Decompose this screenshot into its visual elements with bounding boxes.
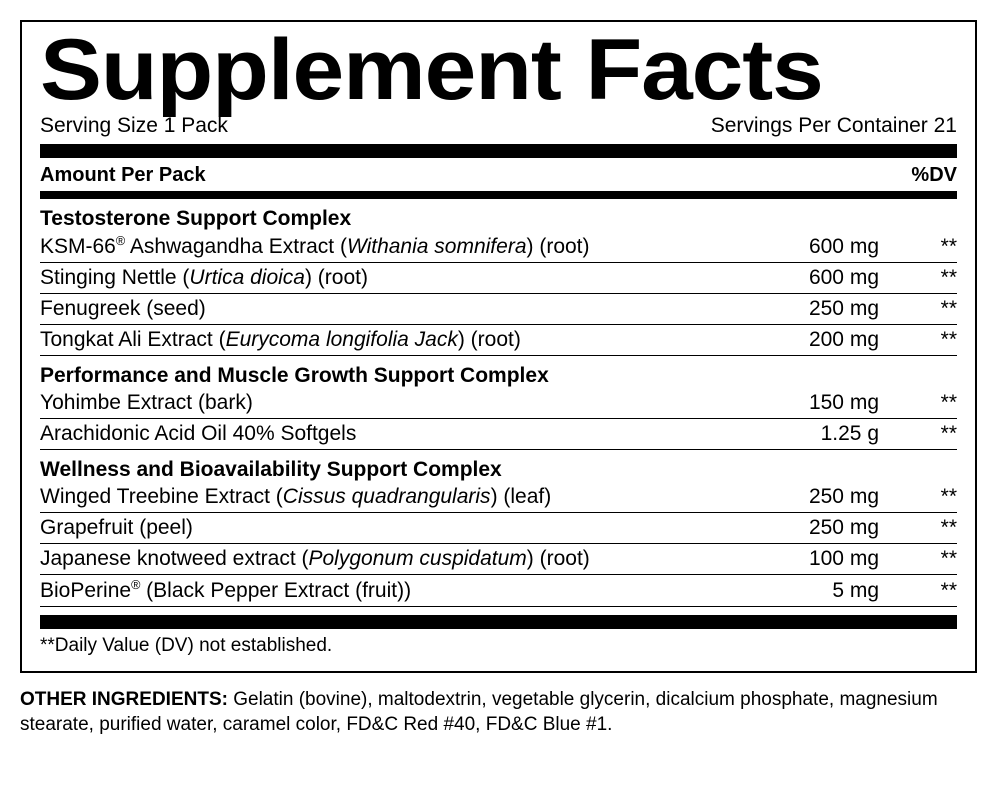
panel-title: Supplement Facts — [40, 30, 997, 112]
ingredient-dv: ** — [887, 547, 957, 571]
ingredient-name: Yohimbe Extract (bark) — [40, 391, 747, 415]
ingredient-dv: ** — [887, 297, 957, 321]
ingredient-pre: Yohimbe Extract (bark) — [40, 391, 253, 414]
ingredient-dv: ** — [887, 422, 957, 446]
ingredient-dv: ** — [887, 266, 957, 290]
other-ingredients-label: OTHER INGREDIENTS: — [20, 689, 233, 710]
ingredient-amount: 600 mg — [747, 235, 887, 259]
ingredient-pre: Winged Treebine Extract ( — [40, 485, 283, 508]
ingredient-dv: ** — [887, 579, 957, 603]
ingredient-ital: Cissus quadrangularis — [283, 485, 491, 508]
ingredient-name: Stinging Nettle (Urtica dioica) (root) — [40, 266, 747, 290]
ingredient-amount: 250 mg — [747, 297, 887, 321]
ingredient-post: ) (root) — [527, 547, 590, 570]
ingredient-pre: Arachidonic Acid Oil 40% Softgels — [40, 422, 356, 445]
ingredient-row: Stinging Nettle (Urtica dioica) (root) 6… — [40, 263, 957, 294]
ingredient-row: Japanese knotweed extract (Polygonum cus… — [40, 544, 957, 575]
ingredient-amount: 1.25 g — [747, 422, 887, 446]
section-title: Testosterone Support Complex — [40, 207, 957, 231]
dv-header: %DV — [911, 164, 957, 187]
ingredient-amount: 5 mg — [747, 579, 887, 603]
ingredient-pre: BioPerine — [40, 579, 131, 602]
amount-header: Amount Per Pack — [40, 164, 206, 187]
ingredient-name: Japanese knotweed extract (Polygonum cus… — [40, 547, 747, 571]
ingredient-pre: Fenugreek (seed) — [40, 297, 206, 320]
ingredient-ital: Eurycoma longifolia Jack — [226, 328, 458, 351]
ingredient-amount: 150 mg — [747, 391, 887, 415]
ingredient-pre: Stinging Nettle ( — [40, 266, 189, 289]
section-title: Wellness and Bioavailability Support Com… — [40, 458, 957, 482]
ingredient-dv: ** — [887, 328, 957, 352]
ingredient-row: BioPerine® (Black Pepper Extract (fruit)… — [40, 575, 957, 607]
ingredient-dv: ** — [887, 485, 957, 509]
ingredient-mid: Ashwagandha Extract ( — [125, 235, 347, 258]
ingredient-sup: ® — [116, 234, 125, 248]
ingredient-row: Fenugreek (seed) 250 mg ** — [40, 294, 957, 325]
ingredient-pre: Japanese knotweed extract ( — [40, 547, 309, 570]
ingredient-name: BioPerine® (Black Pepper Extract (fruit)… — [40, 578, 747, 603]
ingredient-row: Grapefruit (peel) 250 mg ** — [40, 513, 957, 544]
ingredient-pre: KSM-66 — [40, 235, 116, 258]
ingredient-name: Tongkat Ali Extract (Eurycoma longifolia… — [40, 328, 747, 352]
ingredient-name: Arachidonic Acid Oil 40% Softgels — [40, 422, 747, 446]
ingredient-row: Tongkat Ali Extract (Eurycoma longifolia… — [40, 325, 957, 356]
ingredient-name: Fenugreek (seed) — [40, 297, 747, 321]
ingredient-amount: 200 mg — [747, 328, 887, 352]
ingredient-name: Grapefruit (peel) — [40, 516, 747, 540]
ingredient-amount: 100 mg — [747, 547, 887, 571]
ingredient-amount: 250 mg — [747, 485, 887, 509]
column-headers: Amount Per Pack %DV — [40, 164, 957, 187]
rule-thick-bottom — [40, 615, 957, 629]
ingredient-pre: Grapefruit (peel) — [40, 516, 193, 539]
ingredient-row: KSM-66® Ashwagandha Extract (Withania so… — [40, 231, 957, 263]
ingredient-pre: Tongkat Ali Extract ( — [40, 328, 226, 351]
ingredient-dv: ** — [887, 516, 957, 540]
ingredient-ital: Urtica dioica — [189, 266, 305, 289]
ingredient-dv: ** — [887, 235, 957, 259]
ingredient-post: ) (root) — [458, 328, 521, 351]
ingredient-sup: ® — [131, 578, 140, 592]
ingredient-row: Winged Treebine Extract (Cissus quadrang… — [40, 482, 957, 513]
supplement-facts-panel: Supplement Facts Serving Size 1 Pack Ser… — [20, 20, 977, 673]
ingredient-row: Arachidonic Acid Oil 40% Softgels 1.25 g… — [40, 419, 957, 450]
ingredient-mid: (Black Pepper Extract (fruit)) — [140, 579, 411, 602]
rule-med — [40, 191, 957, 199]
ingredient-post: ) (leaf) — [491, 485, 552, 508]
ingredient-name: KSM-66® Ashwagandha Extract (Withania so… — [40, 234, 747, 259]
ingredient-ital: Withania somnifera — [347, 235, 527, 258]
ingredient-ital: Polygonum cuspidatum — [309, 547, 527, 570]
footnote: **Daily Value (DV) not established. — [40, 635, 957, 657]
ingredient-amount: 250 mg — [747, 516, 887, 540]
rule-thick-top — [40, 144, 957, 158]
ingredient-row: Yohimbe Extract (bark) 150 mg ** — [40, 388, 957, 419]
section-title: Performance and Muscle Growth Support Co… — [40, 364, 957, 388]
ingredient-post: ) (root) — [305, 266, 368, 289]
other-ingredients: OTHER INGREDIENTS: Gelatin (bovine), mal… — [20, 687, 977, 738]
ingredient-post: ) (root) — [527, 235, 590, 258]
ingredient-name: Winged Treebine Extract (Cissus quadrang… — [40, 485, 747, 509]
ingredient-dv: ** — [887, 391, 957, 415]
ingredient-amount: 600 mg — [747, 266, 887, 290]
